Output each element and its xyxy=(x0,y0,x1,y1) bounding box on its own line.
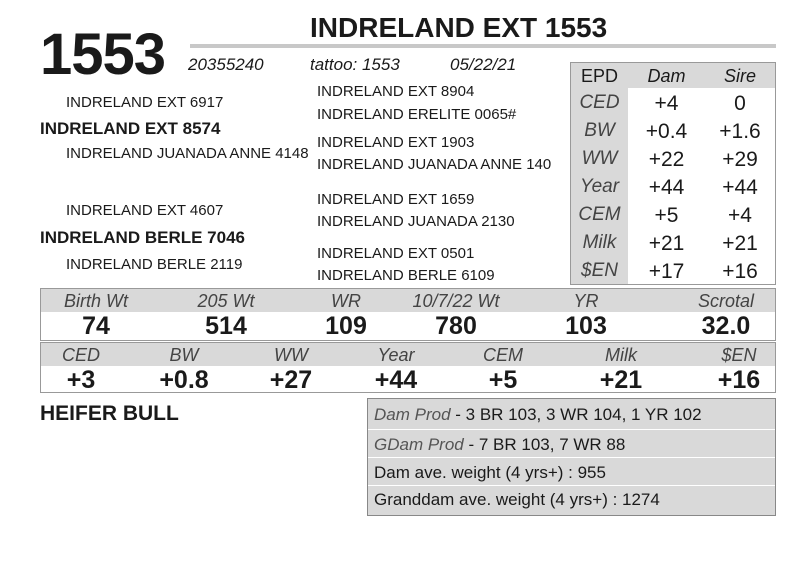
pedigree-name: INDRELAND JUANADA 2130 xyxy=(317,213,515,230)
column-value: +21 xyxy=(599,366,643,394)
epd-value: +0.4 xyxy=(645,120,688,143)
epd-value: +21 xyxy=(722,232,758,255)
pedigree-name: INDRELAND EXT 6917 xyxy=(66,94,224,111)
title-rule xyxy=(190,44,776,48)
note-text: Dam ave. weight (4 yrs+) : 955 xyxy=(374,463,606,482)
epd-value: +21 xyxy=(648,232,685,255)
divider xyxy=(368,485,775,486)
column-value: +44 xyxy=(374,366,418,394)
column-label: 10/7/22 Wt xyxy=(412,291,500,311)
column-label: 205 Wt xyxy=(197,291,255,311)
epd-value: +17 xyxy=(648,260,685,283)
row-label: Milk xyxy=(582,232,617,253)
epd-value: +44 xyxy=(722,176,758,199)
pedigree-name: INDRELAND EXT 8904 xyxy=(317,83,475,100)
note-label: GDam Prod xyxy=(374,435,464,454)
pedigree-sire: INDRELAND EXT 8574 xyxy=(40,119,221,138)
tattoo: tattoo: 1553 xyxy=(310,55,400,74)
animal-name: INDRELAND EXT 1553 xyxy=(310,12,608,43)
column-label: WW xyxy=(274,345,308,365)
column-label: Year xyxy=(377,345,415,365)
column-value: 32.0 xyxy=(701,312,751,340)
sex-label: HEIFER BULL xyxy=(40,402,179,425)
notes-box: Dam Prod - 3 BR 103, 3 WR 104, 1 YR 102 … xyxy=(367,398,776,516)
column-value: 74 xyxy=(82,312,110,340)
pedigree-name: INDRELAND BERLE 2119 xyxy=(66,256,243,273)
column-value: 109 xyxy=(325,312,367,340)
column-value: +0.8 xyxy=(159,366,209,394)
column-value: 514 xyxy=(205,312,247,340)
header-bg xyxy=(41,289,775,312)
epd-value: +4 xyxy=(654,92,679,115)
row-label: WW xyxy=(581,148,618,169)
row-label: BW xyxy=(584,120,615,141)
column-label: WR xyxy=(331,291,361,311)
lot-number: 1553 xyxy=(40,22,166,87)
column-value: +5 xyxy=(488,366,518,394)
pedigree-dam: INDRELAND BERLE 7046 xyxy=(40,228,245,247)
parent-epd-table: EPD Dam Sire CED +4 0 BW +0.4 +1.6 WW +22 +29 Year +4… xyxy=(570,62,776,285)
divider xyxy=(368,429,775,430)
epd-value: +29 xyxy=(722,148,758,171)
pedigree-name: INDRELAND EXT 4607 xyxy=(66,202,224,219)
label-col-bg xyxy=(571,88,628,284)
row-label: CEM xyxy=(578,204,621,225)
epd-value: +4 xyxy=(728,204,752,227)
pedigree-name: INDRELAND EXT 0501 xyxy=(317,245,475,262)
pedigree-name: INDRELAND JUANADA ANNE 140 xyxy=(317,156,552,173)
epd-value: +1.6 xyxy=(719,120,761,143)
column-value: +3 xyxy=(66,366,96,394)
epd-value: +22 xyxy=(648,148,685,171)
column-label: Birth Wt xyxy=(63,291,128,311)
epd-table: CED +3 BW +0.8 WW +27 Year +44 CEM +5 Milk +21 $EN +1… xyxy=(40,342,776,393)
pedigree-name: INDRELAND EXT 1903 xyxy=(317,134,475,151)
performance-table: Birth Wt 74 205 Wt 514 WR 109 10/7/22 Wt 780 YR 1… xyxy=(40,288,776,341)
column-header: Sire xyxy=(723,66,756,86)
header-bg xyxy=(41,343,775,366)
pedigree-name: INDRELAND BERLE 6109 xyxy=(317,267,495,284)
column-value: +16 xyxy=(717,366,761,394)
epd-value: +16 xyxy=(722,260,758,283)
epd-value: +44 xyxy=(648,176,685,199)
note-text: - 3 BR 103, 3 WR 104, 1 YR 102 xyxy=(455,405,702,424)
column-value: +27 xyxy=(269,366,313,394)
epd-value: 0 xyxy=(734,92,746,115)
column-label: Milk xyxy=(605,345,637,365)
birth-date: 05/22/21 xyxy=(450,55,517,74)
note-text: - 7 BR 103, 7 WR 88 xyxy=(468,435,626,454)
row-label: $EN xyxy=(581,260,618,281)
column-label: BW xyxy=(169,345,199,365)
column-value: 780 xyxy=(435,312,477,340)
epd-value: +5 xyxy=(654,204,679,227)
row-label: CED xyxy=(579,92,620,113)
column-label: Scrotal xyxy=(697,291,755,311)
column-label: $EN xyxy=(721,345,757,365)
pedigree-name: INDRELAND JUANADA ANNE 4148 xyxy=(66,145,309,162)
row-label: Year xyxy=(579,176,620,197)
registration: 20355240 xyxy=(188,55,264,74)
column-label: CED xyxy=(61,345,100,365)
column-label: CEM xyxy=(483,345,523,365)
header-bg xyxy=(571,63,775,88)
divider xyxy=(368,457,775,458)
column-label: YR xyxy=(573,291,599,311)
pedigree-name: INDRELAND EXT 1659 xyxy=(317,191,475,208)
note-label: Dam Prod xyxy=(374,405,451,424)
column-header: EPD xyxy=(580,66,618,86)
note-text: Granddam ave. weight (4 yrs+) : 1274 xyxy=(374,490,660,509)
column-value: 103 xyxy=(565,312,607,340)
column-header: Dam xyxy=(647,66,686,86)
pedigree-name: INDRELAND ERELITE 0065# xyxy=(317,106,517,123)
